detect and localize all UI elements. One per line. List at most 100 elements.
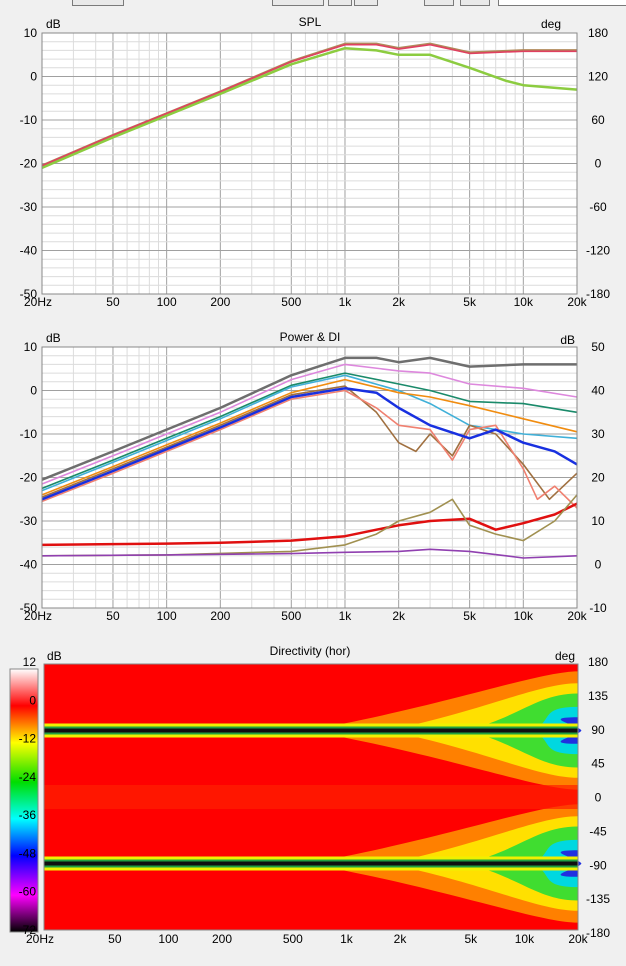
x-tick-label: 5k xyxy=(464,932,478,946)
y-tick-label-right: -135 xyxy=(586,892,610,906)
y-tick-label-right: -45 xyxy=(589,824,607,838)
x-tick-label: 20k xyxy=(567,609,587,623)
spl-plot-border xyxy=(41,32,578,295)
directivity-chart-title: Directivity (hor) xyxy=(270,644,351,658)
heatmap-on-axis-band xyxy=(44,785,578,809)
y-tick-label-left: -40 xyxy=(20,244,38,258)
series-line-1 xyxy=(41,43,577,167)
y-tick-label-right: 90 xyxy=(591,723,605,737)
series-line-2 xyxy=(41,46,578,170)
x-tick-label: 50 xyxy=(106,609,120,623)
heatmap-null-line xyxy=(44,861,578,866)
x-tick-label: 1k xyxy=(339,609,353,623)
toolbar-field[interactable] xyxy=(72,0,124,6)
colorbar-tick-label: -24 xyxy=(19,770,37,784)
colorbar-tick-label: -36 xyxy=(19,808,37,822)
y-tick-label-left: -30 xyxy=(20,514,38,528)
series-line-4 xyxy=(41,378,578,496)
colorbar-tick-label: -48 xyxy=(19,846,37,860)
x-tick-label: 200 xyxy=(210,295,230,309)
y-tick-label-left: -40 xyxy=(20,558,38,572)
toolbar-button[interactable] xyxy=(460,0,490,6)
y-tick-label-right: 20 xyxy=(591,471,605,485)
toolbar-button[interactable] xyxy=(272,0,324,6)
x-tick-label: 10k xyxy=(515,932,535,946)
x-tick-label: 500 xyxy=(281,609,301,623)
heatmap-border xyxy=(43,663,579,931)
series-line-0 xyxy=(41,356,577,481)
power-di-plot-border xyxy=(41,346,578,609)
colorbar-tick-label: 0 xyxy=(29,693,36,707)
toolbar-field[interactable] xyxy=(498,0,626,6)
x-tick-label: 100 xyxy=(157,609,177,623)
x-tick-label: 50 xyxy=(108,932,122,946)
x-tick-label: 20k xyxy=(568,932,588,946)
x-tick-label: 2k xyxy=(392,609,406,623)
x-tick-label: 2k xyxy=(394,932,408,946)
y-tick-label-right: 0 xyxy=(595,157,602,171)
y-tick-label-right: -10 xyxy=(589,601,607,615)
x-tick-label: 50 xyxy=(106,295,120,309)
heatmap-null-line xyxy=(44,728,578,733)
y-tick-label-left: -50 xyxy=(20,287,38,301)
directivity-right-unit: deg xyxy=(555,649,575,663)
power-di-chart-panel: Power & DI dB dB 10 0 -10 -20 -30 -40 -50 50 40 3… xyxy=(0,328,626,630)
y-tick-label-right: 120 xyxy=(588,70,608,84)
x-tick-label: 100 xyxy=(158,932,178,946)
spl-left-unit: dB xyxy=(46,17,61,31)
y-tick-label-right: 10 xyxy=(591,514,605,528)
directivity-left-unit: dB xyxy=(47,649,62,663)
toolbar-button[interactable] xyxy=(328,0,352,6)
y-tick-label-right: -60 xyxy=(589,200,607,214)
spl-chart: SPL dB deg 100-10-20-30-40-50180120600-6… xyxy=(20,15,611,309)
y-tick-label-right: 50 xyxy=(591,340,605,354)
spl-right-unit: deg xyxy=(541,17,561,31)
colorbar xyxy=(9,668,39,933)
toolbar-button[interactable] xyxy=(424,0,454,6)
series-line-6 xyxy=(41,389,578,509)
series-line-7 xyxy=(41,387,578,501)
y-tick-label-right: 40 xyxy=(591,384,605,398)
x-tick-label: 2k xyxy=(392,295,406,309)
colorbar-tick-label: -72 xyxy=(19,923,37,937)
x-tick-label: 10k xyxy=(514,295,534,309)
directivity-chart: 120-12-24-36-48-60-72 Directivity (hor) … xyxy=(9,644,610,946)
series-line-1 xyxy=(41,363,578,485)
power-di-chart: Power & DI dB dB 100-10-20-30-40-5050403… xyxy=(20,330,607,623)
y-tick-label-right: 0 xyxy=(595,558,602,572)
y-tick-label-right: 135 xyxy=(588,689,608,703)
power-di-left-unit: dB xyxy=(46,331,61,345)
y-tick-label-left: 0 xyxy=(30,384,37,398)
power-di-chart-title: Power & DI xyxy=(280,330,341,344)
x-tick-label: 20Hz xyxy=(24,295,52,309)
x-tick-label: 200 xyxy=(212,932,232,946)
x-tick-label: 500 xyxy=(281,295,301,309)
y-tick-label-left: -20 xyxy=(20,471,38,485)
x-tick-label: 1k xyxy=(340,932,354,946)
colorbar-tick-label: 12 xyxy=(23,655,37,669)
y-tick-label-right: 60 xyxy=(591,113,605,127)
y-tick-label-right: -180 xyxy=(586,287,610,301)
y-tick-label-left: -10 xyxy=(20,427,38,441)
x-tick-label: 5k xyxy=(463,295,477,309)
toolbar xyxy=(0,0,626,8)
spl-chart-panel: SPL dB deg 10 0 -10 -20 -30 -40 -50 180 120 60 0 -6… xyxy=(0,12,626,322)
x-tick-label: 1k xyxy=(339,295,353,309)
x-tick-label: 100 xyxy=(157,295,177,309)
y-tick-label-right: -180 xyxy=(586,926,610,940)
y-tick-label-right: -120 xyxy=(586,244,610,258)
series-line-10 xyxy=(41,548,578,559)
spl-chart-title: SPL xyxy=(299,15,322,29)
y-tick-label-right: 30 xyxy=(591,427,605,441)
heatmap xyxy=(43,663,582,931)
y-tick-label-right: -90 xyxy=(589,858,607,872)
x-tick-label: 20Hz xyxy=(26,932,54,946)
directivity-chart-panel: 12 0 -12 -24 -36 -48 -60 -72 Directivity (hor) … xyxy=(0,636,626,963)
x-tick-label: 20k xyxy=(567,295,587,309)
y-tick-label-left: 0 xyxy=(30,70,37,84)
y-tick-label-left: -50 xyxy=(20,601,38,615)
y-tick-label-right: 180 xyxy=(588,26,608,40)
x-tick-label: 500 xyxy=(283,932,303,946)
toolbar-button[interactable] xyxy=(354,0,378,6)
x-tick-label: 200 xyxy=(210,609,230,623)
